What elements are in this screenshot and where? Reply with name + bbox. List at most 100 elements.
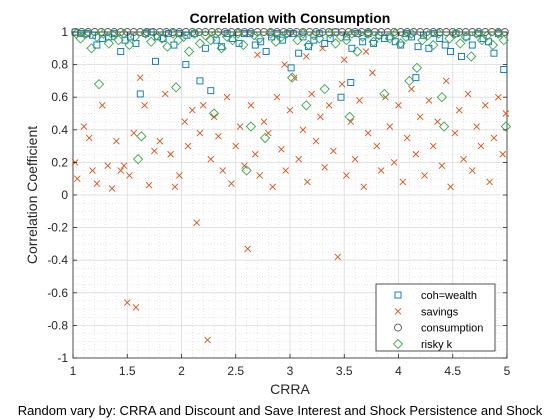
diamond-point bbox=[183, 46, 195, 57]
diamond-point bbox=[93, 79, 105, 90]
axis-ticks: 1 1.5 2 2.5 3 3.5 4 4.5 5 -1 -0.8 -0.6 -0.4 -0.2 0 0.2 0… bbox=[47, 25, 510, 378]
diamond-point bbox=[91, 31, 103, 43]
diamond-point bbox=[245, 121, 257, 132]
x-point bbox=[189, 106, 196, 114]
square-point bbox=[136, 90, 144, 98]
x-point bbox=[481, 102, 489, 109]
x-point bbox=[269, 183, 276, 191]
x-point bbox=[416, 113, 424, 121]
square-point bbox=[278, 36, 286, 44]
square-point bbox=[182, 61, 190, 69]
x-tick-label: 1.5 bbox=[119, 364, 136, 378]
x-point bbox=[330, 147, 337, 155]
square-point bbox=[430, 30, 438, 38]
legend-label: savings bbox=[421, 306, 459, 318]
x-point bbox=[210, 113, 218, 121]
circle-point bbox=[461, 28, 470, 36]
diamond-point bbox=[113, 35, 124, 46]
x-point bbox=[373, 142, 381, 150]
diamond-point bbox=[428, 39, 439, 51]
x-point bbox=[447, 183, 454, 191]
diamond-point bbox=[75, 33, 86, 44]
diamond-point bbox=[227, 35, 238, 46]
y-tick-label: -0.8 bbox=[47, 318, 68, 332]
x-point bbox=[120, 162, 128, 169]
square-point bbox=[201, 44, 209, 52]
circle-point bbox=[103, 28, 112, 36]
square-point bbox=[304, 43, 312, 51]
square-point bbox=[207, 87, 215, 95]
x-point bbox=[338, 80, 346, 88]
y-tick-label: -0.6 bbox=[47, 286, 68, 300]
diamond-point bbox=[232, 28, 244, 39]
x-point bbox=[278, 146, 285, 153]
circle-point bbox=[155, 28, 164, 36]
legend-marker bbox=[394, 307, 402, 315]
square-point bbox=[408, 33, 415, 41]
bottom-note: Random vary by: CRRA and Discount and Sa… bbox=[18, 403, 543, 418]
x-point bbox=[232, 142, 240, 150]
x-point bbox=[434, 118, 441, 125]
series-risky-k bbox=[71, 28, 512, 176]
diamond-point bbox=[330, 38, 341, 49]
diamond-point bbox=[352, 46, 363, 57]
diamond-point bbox=[368, 36, 379, 47]
circle-point bbox=[468, 28, 477, 36]
circle-point bbox=[181, 28, 190, 36]
x-point bbox=[184, 142, 192, 150]
x-point bbox=[161, 90, 169, 98]
diamond-point bbox=[476, 35, 488, 46]
x-point bbox=[451, 129, 459, 137]
y-tick-label: 0.8 bbox=[51, 58, 68, 72]
x-point bbox=[247, 102, 255, 109]
diamond-point bbox=[493, 28, 504, 39]
diamond-point bbox=[145, 36, 157, 47]
square-point bbox=[262, 48, 270, 56]
x-point bbox=[117, 167, 125, 174]
square-point bbox=[235, 39, 243, 47]
x-point bbox=[273, 93, 281, 101]
x-point bbox=[89, 167, 96, 174]
diamond-point bbox=[422, 30, 433, 41]
diamond-point bbox=[194, 38, 206, 49]
x-point bbox=[207, 155, 215, 163]
diamond-point bbox=[346, 28, 357, 39]
diamond-point bbox=[86, 43, 97, 54]
x-point bbox=[490, 134, 498, 142]
diamond-point bbox=[301, 100, 312, 111]
diamond-point bbox=[471, 28, 482, 39]
diamond-point bbox=[270, 36, 282, 47]
diamond-point bbox=[265, 28, 276, 39]
square-point bbox=[287, 64, 295, 72]
diamond-point bbox=[287, 72, 298, 83]
x-point bbox=[334, 253, 342, 261]
x-point bbox=[399, 178, 407, 186]
square-point bbox=[500, 66, 508, 73]
x-point bbox=[295, 155, 302, 163]
diamond-point bbox=[406, 28, 417, 39]
circle-point bbox=[136, 28, 145, 36]
diamond-point bbox=[292, 35, 303, 46]
square-point bbox=[93, 41, 101, 49]
square-point bbox=[370, 39, 377, 47]
x-point bbox=[495, 93, 502, 101]
x-point bbox=[123, 299, 131, 306]
diamond-point bbox=[308, 30, 320, 41]
circle-point bbox=[201, 28, 210, 36]
x-point bbox=[319, 44, 326, 52]
x-point bbox=[204, 336, 211, 344]
diamond-point bbox=[136, 131, 147, 142]
square-point bbox=[457, 53, 465, 60]
square-point bbox=[299, 33, 307, 41]
x-point bbox=[126, 172, 133, 179]
diamond-point bbox=[108, 30, 119, 41]
y-tick-label: 1 bbox=[61, 25, 68, 39]
x-point bbox=[364, 129, 372, 137]
x-point bbox=[113, 137, 120, 145]
diamond-point bbox=[124, 39, 135, 51]
diamond-point bbox=[444, 33, 455, 44]
x-point bbox=[347, 118, 355, 125]
y-tick-label: 0.6 bbox=[51, 90, 68, 104]
diamond-point bbox=[98, 28, 109, 39]
square-point bbox=[347, 79, 355, 86]
